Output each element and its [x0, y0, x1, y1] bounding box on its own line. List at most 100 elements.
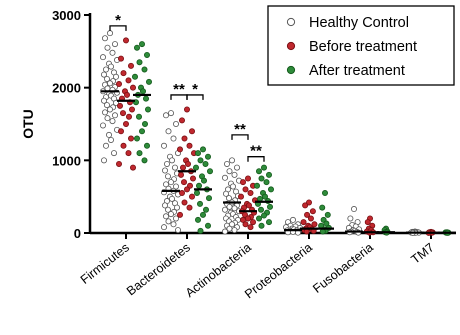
data-point	[103, 142, 110, 149]
data-point	[183, 106, 190, 113]
x-tick-label: Fusobacteria	[310, 240, 376, 296]
data-point	[231, 205, 238, 212]
data-point	[176, 146, 183, 153]
data-point	[196, 200, 203, 207]
significance-label: **	[234, 121, 246, 138]
data-point	[302, 202, 309, 209]
data-point	[229, 183, 236, 190]
data-point	[133, 44, 140, 51]
data-point	[143, 51, 150, 58]
data-point	[231, 171, 238, 178]
data-point	[141, 66, 148, 73]
data-point	[123, 121, 130, 128]
data-point	[101, 71, 108, 78]
data-point	[123, 37, 130, 44]
data-point	[307, 215, 314, 222]
x-tick-label: TM7	[409, 240, 437, 266]
y-tick-label: 2000	[52, 81, 81, 96]
data-point	[120, 142, 127, 149]
data-point	[309, 208, 316, 215]
data-point	[228, 157, 235, 164]
data-point	[206, 168, 213, 175]
legend-label: Before treatment	[309, 39, 417, 55]
data-point	[108, 63, 115, 70]
data-point	[231, 227, 238, 234]
data-point	[245, 202, 252, 209]
significance-label: *	[115, 12, 121, 29]
data-point	[323, 220, 330, 227]
data-point	[189, 175, 196, 182]
data-point	[168, 157, 175, 164]
data-point	[104, 102, 111, 109]
data-point	[111, 150, 118, 157]
data-point	[179, 164, 186, 171]
data-point	[126, 113, 133, 120]
data-point	[172, 215, 179, 222]
data-point	[221, 174, 228, 181]
data-point	[176, 211, 183, 218]
data-point	[102, 35, 109, 42]
data-point	[167, 110, 174, 117]
data-point	[139, 88, 146, 95]
significance-annotations: *** *****	[109, 12, 265, 162]
data-point	[136, 59, 143, 66]
data-point	[118, 55, 125, 62]
data-point	[193, 190, 200, 197]
data-point	[107, 106, 114, 113]
data-point	[112, 112, 119, 119]
data-point	[116, 81, 123, 88]
data-point	[304, 211, 311, 218]
data-point	[257, 206, 264, 213]
data-point	[145, 78, 152, 85]
data-point	[143, 142, 150, 149]
data-point	[116, 160, 123, 167]
data-point	[127, 62, 134, 69]
significance-bracket	[247, 156, 265, 162]
data-point	[127, 135, 134, 142]
significance-bracket	[231, 134, 249, 140]
data-point	[163, 160, 170, 167]
data-point	[186, 204, 193, 211]
data-point	[162, 213, 169, 220]
data-point	[101, 97, 108, 104]
data-point	[138, 128, 145, 135]
data-point	[244, 175, 251, 182]
data-point	[107, 30, 114, 37]
data-point	[131, 73, 138, 80]
data-point	[199, 211, 206, 218]
x-tick-label: Proteobacteria	[242, 240, 315, 301]
y-tick-label: 3000	[52, 8, 81, 23]
data-point	[255, 215, 262, 222]
data-point	[233, 164, 240, 171]
significance-label: **	[250, 143, 262, 160]
data-point	[204, 222, 211, 229]
data-point	[192, 164, 199, 171]
data-point	[104, 115, 111, 122]
data-point	[260, 164, 267, 171]
data-point	[120, 110, 127, 117]
data-point	[165, 218, 172, 225]
data-point	[319, 204, 326, 211]
y-axis-title: OTU	[20, 109, 36, 139]
data-point	[350, 206, 357, 213]
data-point	[161, 202, 168, 209]
data-point	[242, 221, 249, 228]
data-point	[247, 224, 254, 231]
data-point	[171, 164, 178, 171]
data-point	[221, 206, 228, 213]
data-point	[225, 195, 232, 202]
data-point	[117, 102, 124, 109]
data-point	[204, 153, 211, 160]
data-point	[162, 112, 169, 119]
data-point	[109, 118, 116, 125]
data-point	[141, 121, 148, 128]
data-point	[239, 216, 246, 223]
data-point	[263, 179, 270, 186]
data-point	[106, 131, 113, 138]
data-point	[265, 171, 272, 178]
data-point	[164, 173, 171, 180]
y-tick-label: 1000	[52, 153, 81, 168]
data-point	[167, 179, 174, 186]
data-point	[100, 122, 107, 129]
